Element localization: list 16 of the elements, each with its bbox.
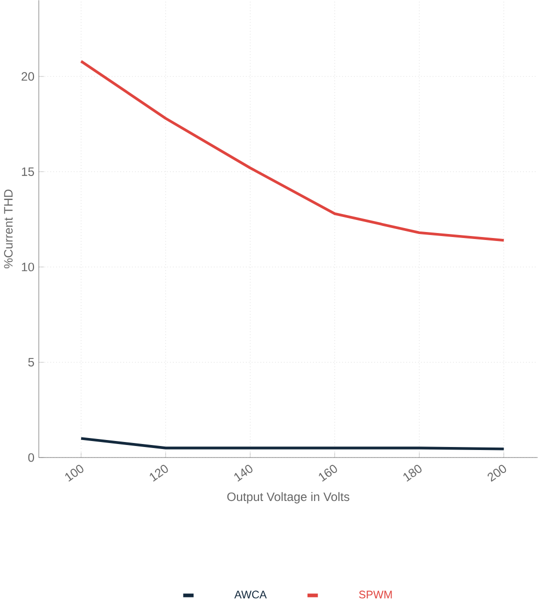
line-series [80,60,506,242]
x-tick-label: 200 [488,464,506,482]
x-tick-label: 100 [65,464,84,482]
y-axis-title: %Current THD [4,190,13,268]
text: SPWM [359,590,392,598]
y-tick-label: 15 [22,167,34,176]
x-tick-label: 180 [403,464,422,482]
y-tick-label: 20 [22,72,34,81]
x-tick-label: 160 [318,464,338,482]
y-tick-label: 10 [22,262,34,272]
x-tick-label: 140 [234,464,252,482]
x-tick-label: 120 [150,464,168,482]
y-tick-label: 5 [28,358,34,366]
y-tick-label: 0 [28,453,34,462]
x-axis-title: Output Voltage in Volts [227,492,350,504]
text: AWCA [234,590,267,598]
